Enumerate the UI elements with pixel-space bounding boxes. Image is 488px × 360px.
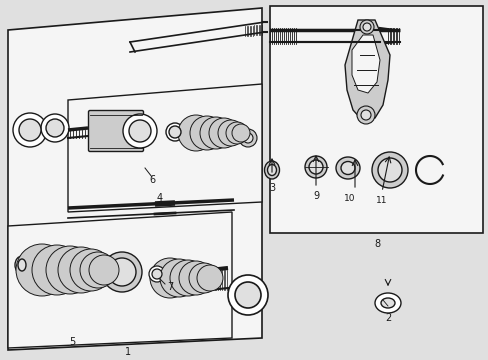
Ellipse shape: [18, 259, 26, 271]
Circle shape: [149, 266, 164, 282]
Text: 6: 6: [149, 175, 155, 185]
Polygon shape: [269, 6, 482, 233]
Circle shape: [208, 118, 239, 148]
Circle shape: [165, 123, 183, 141]
Circle shape: [41, 114, 69, 142]
Text: 1: 1: [124, 347, 131, 357]
Circle shape: [70, 249, 112, 291]
Ellipse shape: [340, 162, 354, 175]
Text: 8: 8: [373, 239, 379, 249]
Circle shape: [360, 110, 370, 120]
Circle shape: [235, 282, 261, 308]
Circle shape: [200, 117, 231, 149]
Polygon shape: [8, 212, 231, 348]
Circle shape: [108, 258, 136, 286]
Text: 9: 9: [312, 191, 318, 201]
Circle shape: [231, 124, 249, 142]
Circle shape: [225, 122, 247, 144]
Text: 3: 3: [268, 183, 274, 193]
Text: 7: 7: [166, 282, 173, 292]
Ellipse shape: [374, 293, 400, 313]
Circle shape: [377, 158, 401, 182]
Polygon shape: [351, 35, 379, 93]
Circle shape: [305, 156, 326, 178]
Circle shape: [152, 269, 162, 279]
Circle shape: [80, 252, 116, 288]
Ellipse shape: [335, 157, 359, 179]
Circle shape: [123, 114, 157, 148]
Circle shape: [169, 126, 181, 138]
Ellipse shape: [264, 161, 279, 179]
Circle shape: [46, 119, 64, 137]
Circle shape: [46, 246, 94, 294]
Text: 4: 4: [157, 193, 163, 203]
Circle shape: [356, 106, 374, 124]
Circle shape: [19, 119, 41, 141]
Circle shape: [129, 120, 151, 142]
Circle shape: [102, 252, 142, 292]
FancyBboxPatch shape: [88, 111, 143, 152]
Circle shape: [32, 245, 82, 295]
Circle shape: [170, 260, 205, 296]
Circle shape: [189, 263, 219, 293]
Circle shape: [160, 259, 198, 297]
Text: 2: 2: [384, 313, 390, 323]
Circle shape: [227, 275, 267, 315]
Ellipse shape: [380, 298, 394, 308]
Polygon shape: [345, 20, 389, 120]
Circle shape: [197, 265, 223, 291]
Circle shape: [178, 115, 214, 151]
Text: 11: 11: [375, 195, 387, 204]
Circle shape: [308, 160, 323, 174]
Circle shape: [190, 116, 224, 150]
Circle shape: [359, 20, 373, 34]
Circle shape: [179, 261, 213, 295]
Ellipse shape: [15, 256, 29, 274]
Text: 5: 5: [69, 337, 75, 347]
Text: 10: 10: [344, 194, 355, 202]
Polygon shape: [68, 84, 262, 212]
Circle shape: [13, 113, 47, 147]
Ellipse shape: [267, 165, 276, 176]
Circle shape: [239, 129, 257, 147]
Circle shape: [89, 255, 119, 285]
Circle shape: [243, 133, 252, 143]
Circle shape: [218, 120, 244, 146]
Polygon shape: [8, 8, 262, 350]
Circle shape: [58, 247, 104, 293]
Circle shape: [362, 23, 370, 31]
Circle shape: [371, 152, 407, 188]
Circle shape: [16, 244, 68, 296]
Circle shape: [150, 258, 190, 298]
